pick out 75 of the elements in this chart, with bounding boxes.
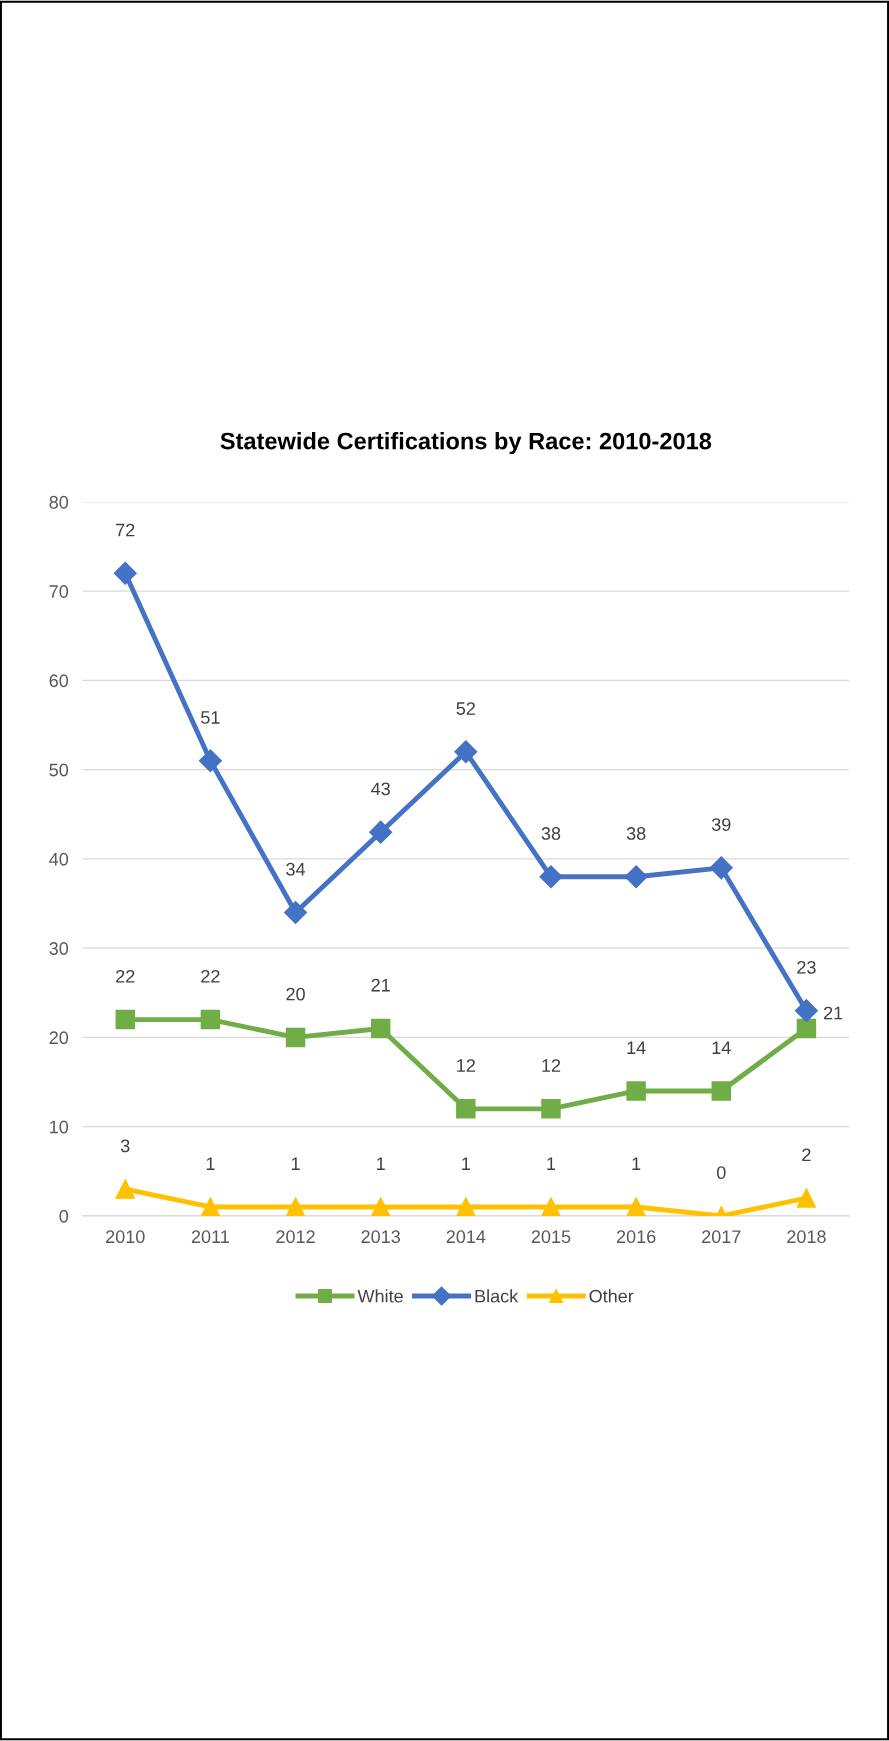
x-tick-label: 2010: [106, 1230, 145, 1244]
data-label: 51: [201, 711, 220, 724]
x-tick-label: 2014: [446, 1230, 486, 1244]
data-label: 12: [542, 1059, 561, 1072]
data-label: 1: [206, 1157, 215, 1170]
y-tick-label: 70: [49, 585, 69, 598]
y-tick-label: 20: [49, 1031, 69, 1045]
point: [456, 1099, 476, 1119]
point: [454, 740, 478, 764]
point: [285, 1027, 306, 1048]
x-tick-label: 2017: [702, 1230, 741, 1244]
data-label: 0: [716, 1166, 726, 1180]
data-label: 20: [286, 987, 305, 1001]
point: [624, 865, 648, 889]
data-label: 12: [457, 1059, 475, 1072]
y-tick-label: 80: [49, 495, 69, 509]
data-label: 72: [116, 523, 135, 537]
point: [200, 1197, 221, 1216]
y-tick-label: 50: [49, 763, 69, 777]
data-label: 22: [116, 969, 135, 983]
x-tick-label: 2011: [191, 1230, 229, 1244]
data-label: 1: [547, 1157, 556, 1170]
y-tick-label: 0: [59, 1209, 69, 1223]
chart-title: Statewide Certifications by Race: 2010-2018: [220, 432, 712, 455]
x-tick-label: 2015: [531, 1230, 571, 1244]
point: [539, 865, 563, 889]
point: [115, 1009, 135, 1030]
data-label: 39: [711, 818, 731, 831]
x-tick-label: 2018: [787, 1230, 826, 1244]
point: [709, 856, 733, 880]
data-label: 14: [712, 1041, 731, 1054]
data-label: 38: [541, 827, 561, 840]
legend-label: Other: [589, 1289, 634, 1303]
data-label: 38: [626, 827, 646, 840]
legend-label: Black: [475, 1289, 519, 1303]
point: [796, 1188, 817, 1208]
point: [113, 561, 137, 585]
data-label: 23: [797, 960, 816, 974]
point: [626, 1081, 646, 1101]
data-label: 34: [286, 862, 306, 876]
y-tick-label: 30: [49, 942, 69, 955]
data-label: 1: [462, 1157, 470, 1170]
data-label: 21: [824, 1006, 843, 1020]
point: [794, 999, 818, 1023]
point: [711, 1081, 731, 1101]
point: [370, 1197, 391, 1216]
data-label: 1: [632, 1157, 641, 1170]
point: [796, 1018, 817, 1039]
x-tick-label: 2013: [361, 1230, 400, 1244]
data-label: 43: [371, 782, 390, 796]
point: [626, 1197, 646, 1216]
point: [456, 1197, 476, 1216]
data-label: 2: [802, 1148, 811, 1161]
data-label: 3: [120, 1139, 130, 1153]
data-label: 14: [627, 1041, 646, 1054]
point: [370, 1018, 391, 1039]
data-label: 22: [201, 969, 220, 983]
x-tick-label: 2012: [276, 1230, 315, 1244]
y-tick-label: 40: [49, 852, 69, 866]
y-tick-label: 60: [49, 674, 69, 688]
point: [541, 1099, 561, 1119]
data-label: 1: [377, 1157, 385, 1170]
point: [284, 900, 308, 924]
data-label: 52: [456, 702, 475, 715]
point: [369, 820, 393, 844]
point: [285, 1197, 306, 1216]
y-tick-label: 10: [50, 1120, 69, 1134]
legend-label: White: [357, 1289, 403, 1303]
data-label: 1: [291, 1157, 300, 1170]
data-label: 21: [371, 978, 390, 992]
x-tick-label: 2016: [616, 1230, 656, 1244]
point: [200, 1009, 221, 1030]
point: [115, 1179, 135, 1199]
point: [541, 1197, 561, 1216]
point: [198, 749, 222, 773]
